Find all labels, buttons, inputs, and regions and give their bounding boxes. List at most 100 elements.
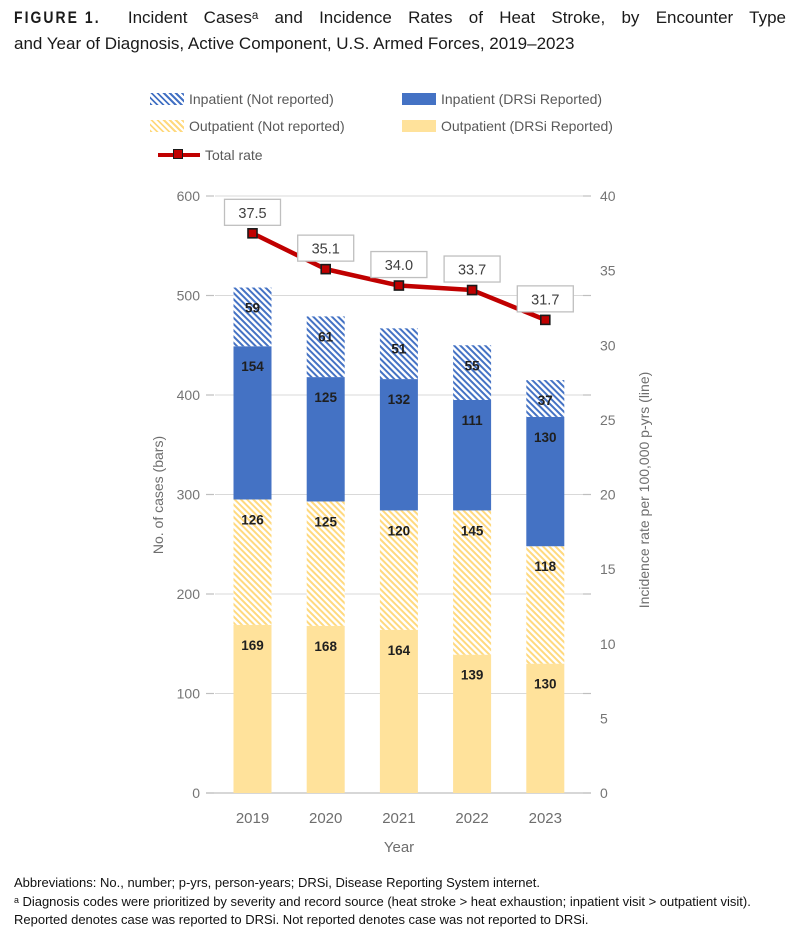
legend-grid: Inpatient (Not reported) Inpatient (DRSi… xyxy=(150,91,613,134)
rate-label: 31.7 xyxy=(531,292,559,308)
legend-item-inpatient-not-reported: Inpatient (Not reported) xyxy=(150,91,402,107)
bar-segment xyxy=(233,499,272,625)
bar-value-label: 111 xyxy=(462,413,484,428)
left-axis-tick-label: 100 xyxy=(177,686,201,702)
bar-value-label: 125 xyxy=(314,390,337,405)
rate-label-box xyxy=(223,198,282,226)
bar-value-labels: 169 126 154 59 168 125 125 61 164 120 132 51 139 145 1… xyxy=(241,301,556,692)
year-label: 2022 xyxy=(455,810,488,827)
bar-segment xyxy=(453,510,492,655)
bar-segment xyxy=(453,345,492,400)
legend-label: Outpatient (DRSi Reported) xyxy=(441,118,613,134)
bar-value-label: 154 xyxy=(241,359,264,374)
bar-value-label: 130 xyxy=(534,677,557,692)
bar-value-label: 139 xyxy=(461,668,484,683)
x-axis-title: Year xyxy=(384,839,414,856)
right-axis-tick-label: 40 xyxy=(600,188,616,204)
left-axis-title: No. of cases (bars) xyxy=(150,436,166,554)
right-axis-tick-label: 5 xyxy=(600,710,608,726)
right-axis-tick-label: 25 xyxy=(600,412,616,428)
rate-label-box xyxy=(443,255,501,283)
year-label: 2023 xyxy=(529,810,562,827)
year-label: 2019 xyxy=(236,810,269,827)
bar-segment xyxy=(306,501,345,626)
left-axis-tick-label: 400 xyxy=(177,387,201,403)
rate-marker-icon xyxy=(320,263,332,275)
bar-value-label: 169 xyxy=(241,638,264,653)
bar-value-label: 164 xyxy=(388,643,411,658)
rate-label: 37.5 xyxy=(238,206,266,222)
left-axis-tick-label: 0 xyxy=(192,785,200,801)
red-line-swatch-icon xyxy=(158,149,200,159)
bar-value-label: 132 xyxy=(388,392,411,407)
bar-segment xyxy=(379,510,418,630)
bar-segment xyxy=(306,625,345,793)
bar-segment xyxy=(233,287,272,347)
rate-marker-icon xyxy=(393,280,405,291)
figure-title-line1: FIGURE 1. Incident Casesᵃ and Incidence … xyxy=(14,5,786,31)
rate-marker-icon xyxy=(539,314,551,326)
stacked-bars xyxy=(233,287,565,793)
bar-segment xyxy=(379,328,418,380)
footnotes: Abbreviations: No., number; p-yrs, perso… xyxy=(14,874,774,930)
year-label: 2020 xyxy=(309,810,342,827)
rate-label: 35.1 xyxy=(312,242,340,258)
chart-area: 0 100 200 300 400 500 600 0 5 10 15 20 25 30 35 40 169 12… xyxy=(0,170,800,870)
bar-segment xyxy=(526,546,565,664)
bar-segment xyxy=(306,377,345,502)
heat-stroke-combo-chart: 0 100 200 300 400 500 600 0 5 10 15 20 25 30 35 40 169 12… xyxy=(150,188,652,856)
abbreviations-note: Abbreviations: No., number; p-yrs, perso… xyxy=(14,875,540,890)
bar-value-label: 37 xyxy=(538,393,553,408)
year-label: 2021 xyxy=(382,810,415,827)
right-axis-title: Incidence rate per 100,000 p-yrs (line) xyxy=(636,372,652,609)
legend-item-total-rate: Total rate xyxy=(158,147,613,163)
legend-item-outpatient-not-reported: Outpatient (Not reported) xyxy=(150,118,402,134)
legend-label: Total rate xyxy=(205,147,263,163)
legend-item-outpatient-reported: Outpatient (DRSi Reported) xyxy=(402,118,613,134)
bar-segment xyxy=(233,624,272,793)
left-axis-tick-label: 300 xyxy=(177,487,201,503)
legend-label: Inpatient (Not reported) xyxy=(189,91,334,107)
hatch-yellow-swatch-icon xyxy=(150,120,184,132)
bar-value-label: 145 xyxy=(461,523,484,538)
bar-value-label: 120 xyxy=(388,523,411,538)
right-axis-tick-label: 35 xyxy=(600,263,616,279)
square-marker-icon xyxy=(173,149,183,159)
bar-value-label: 118 xyxy=(534,559,556,574)
legend-label: Outpatient (Not reported) xyxy=(189,118,345,134)
left-axis-tick-label: 500 xyxy=(177,288,201,304)
right-axis-tick-label: 30 xyxy=(600,337,616,353)
legend-label: Inpatient (DRSi Reported) xyxy=(441,91,603,107)
solid-blue-swatch-icon xyxy=(402,93,436,105)
figure-title-text: Incident Casesᵃ and Incidence Rates of H… xyxy=(111,8,786,27)
bar-value-label: 59 xyxy=(245,301,260,316)
bar-segment xyxy=(526,416,565,547)
rate-marker-icon xyxy=(247,228,258,239)
right-axis-tick-label: 15 xyxy=(600,561,616,577)
right-axis-tick-label: 0 xyxy=(600,785,608,801)
solid-yellow-swatch-icon xyxy=(402,120,436,132)
bar-segment xyxy=(306,316,345,378)
figure-number-label: FIGURE 1. xyxy=(14,8,101,27)
diagnosis-codes-note: ᵃ Diagnosis codes were prioritized by se… xyxy=(14,893,751,928)
bar-value-label: 130 xyxy=(534,430,557,445)
figure-title: FIGURE 1. Incident Casesᵃ and Incidence … xyxy=(14,5,786,57)
bar-segment xyxy=(233,346,272,500)
rate-label-box xyxy=(516,285,574,313)
bar-value-label: 61 xyxy=(318,329,334,344)
bar-value-label: 51 xyxy=(391,341,407,356)
bar-segment xyxy=(453,399,492,511)
rate-label-box xyxy=(297,234,355,262)
left-axis-tick-label: 600 xyxy=(177,188,201,204)
rate-marker-icon xyxy=(466,284,478,296)
bar-segment xyxy=(453,654,492,793)
legend-item-inpatient-reported: Inpatient (DRSi Reported) xyxy=(402,91,613,107)
right-axis-tick-label: 20 xyxy=(600,487,616,503)
bar-segment xyxy=(526,380,565,417)
bar-segment xyxy=(379,379,418,511)
bar-value-label: 125 xyxy=(314,514,337,529)
rate-label-box xyxy=(370,250,428,279)
rate-label: 33.7 xyxy=(458,263,486,279)
right-axis-tick-label: 10 xyxy=(600,636,616,652)
